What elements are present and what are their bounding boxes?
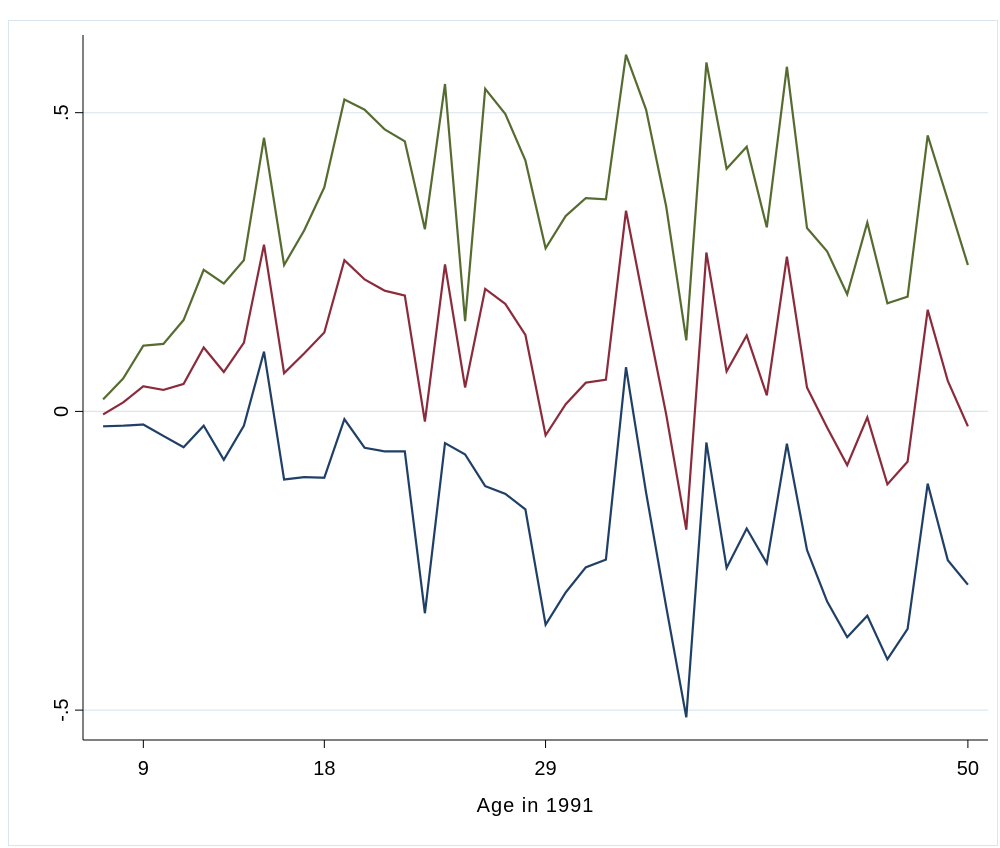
- y-tick-label: -.5: [51, 698, 73, 721]
- y-tick-label: .5: [51, 104, 73, 121]
- series-line-3: [103, 351, 969, 718]
- tick-labels: .5 0 -.5 9 18 29 50: [51, 104, 979, 780]
- chart-panel: [8, 20, 998, 846]
- x-tick-label: 29: [534, 758, 556, 780]
- series-lines: [102, 54, 969, 718]
- y-tick-label: 0: [51, 406, 73, 417]
- x-axis-title: Age in 1991: [477, 795, 595, 817]
- x-tick-label: 9: [138, 758, 149, 780]
- x-tick-label: 50: [957, 758, 979, 780]
- series-line-1: [102, 54, 969, 401]
- series-line-2: [102, 210, 969, 530]
- axes: [82, 35, 988, 741]
- x-tick-label: 18: [313, 758, 335, 780]
- grid-lines: [83, 112, 988, 711]
